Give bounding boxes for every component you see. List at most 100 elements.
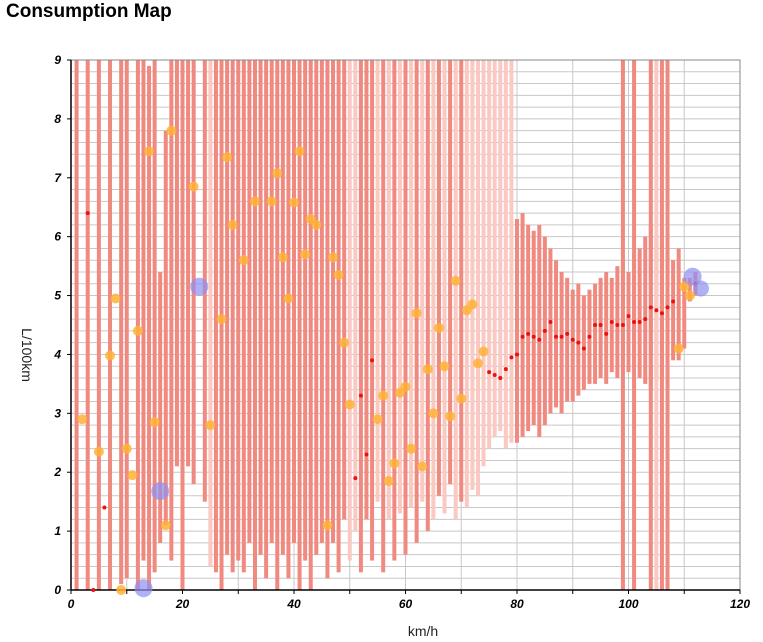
yellow-point: [311, 219, 322, 230]
range-bar: [275, 60, 280, 590]
range-bar: [593, 283, 598, 384]
range-bar: [453, 60, 458, 520]
mean-point: [615, 323, 620, 327]
range-bar: [269, 60, 274, 543]
yellow-point: [283, 293, 294, 304]
yellow-point: [445, 411, 456, 422]
mean-point: [598, 323, 603, 327]
mean-point: [570, 337, 575, 342]
range-bar: [297, 60, 302, 590]
range-bar: [381, 60, 386, 573]
range-bar: [659, 60, 664, 590]
blue-point: [151, 482, 170, 501]
range-bar: [308, 60, 313, 590]
yellow-point: [439, 361, 450, 372]
range-bar: [180, 60, 185, 590]
range-bar: [169, 60, 174, 561]
mean-point: [542, 328, 547, 333]
blue-point: [190, 277, 209, 296]
yellow-point: [166, 125, 177, 136]
range-bar: [241, 60, 246, 573]
range-bar: [314, 60, 319, 555]
y-tick-labels: 0 1 2 3 4 5 6 7 8 9: [53, 53, 62, 597]
y-tick-label: 3: [54, 406, 61, 420]
range-bar: [492, 60, 497, 437]
yellow-point: [127, 470, 138, 481]
range-bar: [225, 60, 230, 555]
yellow-point: [673, 343, 684, 354]
y-tick-label: 7: [54, 171, 62, 185]
range-bar: [637, 248, 642, 378]
mean-point: [548, 320, 553, 325]
yellow-point: [383, 476, 394, 487]
range-bar: [687, 277, 692, 302]
range-bar: [643, 236, 648, 384]
range-bar: [487, 60, 492, 449]
mean-point: [632, 320, 637, 325]
y-tick-label: 5: [54, 289, 61, 303]
mean-point: [531, 334, 536, 339]
range-bar: [548, 248, 553, 414]
range-bar: [264, 60, 269, 579]
yellow-point: [272, 168, 283, 179]
range-bar: [163, 130, 168, 526]
range-bar: [431, 60, 436, 520]
range-bar: [124, 60, 129, 579]
mean-point: [520, 334, 525, 339]
yellow-point: [121, 443, 132, 454]
range-bar: [425, 60, 430, 532]
mean-point: [593, 323, 598, 327]
range-bar: [526, 224, 531, 431]
range-bar: [470, 60, 475, 490]
range-bar: [319, 60, 324, 543]
range-bar: [464, 60, 469, 508]
x-tick-label: 0: [68, 597, 75, 611]
range-bar: [292, 60, 296, 543]
mean-point: [498, 376, 503, 380]
range-bar: [409, 60, 414, 508]
yellow-point: [188, 181, 199, 192]
yellow-point: [339, 337, 350, 348]
mean-point: [370, 358, 375, 363]
range-bar: [520, 213, 525, 437]
range-bar: [671, 260, 676, 361]
range-bar: [247, 60, 252, 543]
mean-point: [492, 373, 497, 378]
range-bar: [498, 60, 503, 431]
range-bar: [654, 60, 659, 590]
yellow-point: [422, 364, 433, 375]
range-bar: [420, 60, 425, 502]
range-bar: [442, 60, 447, 514]
range-bar: [503, 60, 508, 449]
range-bar: [230, 60, 235, 573]
mean-point: [509, 355, 514, 360]
yellow-point: [149, 417, 160, 428]
range-bar: [174, 60, 179, 467]
yellow-point: [222, 152, 233, 163]
yellow-point: [105, 350, 116, 361]
mean-point: [643, 317, 648, 322]
mean-point: [559, 334, 564, 339]
range-bar: [186, 60, 191, 467]
y-tick-label: 6: [54, 230, 61, 244]
yellow-point: [684, 290, 695, 301]
blue-points: [134, 267, 709, 598]
mean-point: [576, 340, 581, 345]
range-bar: [119, 60, 124, 585]
yellow-point: [227, 219, 238, 230]
range-bar: [74, 60, 79, 590]
range-bar: [448, 60, 453, 484]
yellow-point: [289, 197, 299, 208]
range-bar: [96, 60, 101, 590]
y-tick-label: 0: [54, 583, 61, 597]
range-bar: [286, 60, 291, 579]
blue-point: [134, 579, 153, 598]
mean-point: [526, 331, 531, 336]
range-bars: [74, 60, 698, 590]
y-tick-label: 2: [53, 465, 61, 479]
range-bar: [386, 60, 391, 520]
range-bar: [213, 60, 218, 573]
mean-point: [91, 588, 96, 592]
range-bar: [258, 60, 263, 555]
yellow-point: [450, 275, 461, 286]
